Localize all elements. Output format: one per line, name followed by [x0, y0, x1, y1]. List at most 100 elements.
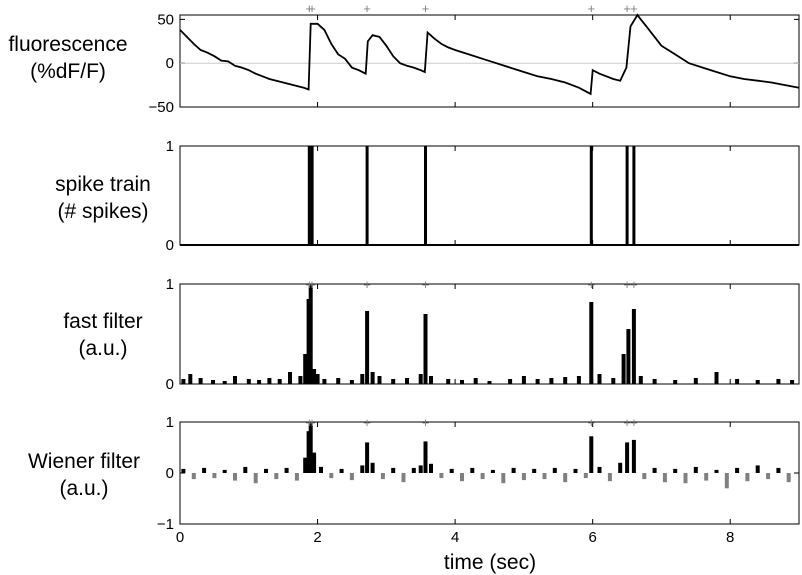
negative-bar [380, 473, 385, 480]
negative-bar [724, 473, 729, 489]
bar [473, 378, 478, 384]
bar [277, 379, 282, 384]
x-tick-label: 4 [451, 529, 459, 546]
spike-marker: + [422, 277, 430, 292]
negative-bar [460, 473, 464, 482]
bar [735, 467, 740, 473]
y-tick-label: 1 [166, 138, 174, 155]
bar [714, 372, 719, 384]
bar [511, 467, 516, 473]
bar [312, 452, 317, 473]
bar [589, 436, 594, 473]
bar [308, 422, 313, 473]
y-tick-label: 0 [166, 376, 174, 393]
bar [198, 378, 203, 384]
bar [597, 374, 602, 384]
negative-bar [642, 473, 647, 480]
y-tick-label: 0 [166, 465, 174, 482]
spike-marker: + [623, 415, 631, 430]
spike-marker: + [308, 277, 316, 292]
bar [243, 466, 248, 473]
bar [460, 380, 464, 384]
x-tick-label: 8 [726, 529, 734, 546]
spike-marker: + [422, 1, 430, 16]
spike-marker: + [363, 1, 371, 16]
bar [638, 376, 643, 384]
fluorescence-panel: 500−50++ + + + + + [149, 1, 800, 116]
axes-frame [179, 145, 800, 246]
spike-marker: + [422, 415, 430, 430]
bar [535, 379, 540, 384]
bar [449, 468, 454, 473]
bar [188, 374, 193, 384]
spike-marker: + [306, 415, 314, 430]
bar [306, 431, 311, 473]
bar [222, 381, 227, 384]
bar [776, 467, 781, 473]
bar [306, 299, 311, 384]
bar [589, 302, 594, 384]
bar [303, 354, 308, 384]
bar [673, 380, 678, 384]
negative-bar [542, 473, 547, 480]
bar [312, 369, 317, 384]
spike-marker: + [306, 1, 314, 16]
bar [298, 376, 303, 384]
bar [470, 467, 475, 473]
bar [424, 146, 427, 245]
x-axis-ticks: 0 2 4 6 8 [176, 529, 735, 546]
negative-bar [439, 473, 444, 479]
negative-bar [583, 473, 588, 479]
bar [233, 376, 237, 384]
negative-bar [683, 473, 688, 484]
panel-1-label-line-1: fluorescence [8, 33, 127, 56]
bar [288, 372, 292, 384]
axes-frame [179, 14, 800, 108]
bar [532, 468, 537, 473]
x-tick-label: 0 [176, 529, 184, 546]
bar [267, 378, 272, 384]
bar [418, 465, 423, 473]
bar [573, 468, 578, 473]
spike-marker: + [587, 1, 595, 16]
negative-bar [294, 473, 299, 481]
spike-marker: + [363, 415, 371, 430]
negative-bar [349, 473, 354, 481]
spike-marker: + [587, 277, 595, 292]
x-tick-label: 6 [588, 529, 596, 546]
y-tick-label: 0 [166, 237, 174, 254]
spike-marker: + [630, 1, 638, 16]
bar [618, 462, 623, 473]
fast-filter-panel: 10++ + + + + + [166, 276, 800, 393]
y-tick-label: −1 [157, 516, 174, 533]
bar [693, 466, 698, 473]
bar [310, 146, 314, 245]
negative-bar [501, 473, 506, 484]
bar [322, 379, 327, 384]
fluorescence-trace [179, 13, 800, 96]
spike-marker: + [630, 277, 638, 292]
y-tick-label: 1 [166, 276, 174, 293]
negative-bar [253, 473, 258, 484]
spike-marker: + [308, 1, 316, 16]
x-tick-label: 2 [313, 529, 321, 546]
bar [755, 380, 760, 384]
bar [202, 467, 207, 473]
bar [423, 314, 428, 384]
bar [625, 146, 629, 245]
bar [490, 469, 495, 473]
bar [673, 468, 678, 473]
negative-bar [191, 473, 196, 480]
spike-marker: + [587, 415, 595, 430]
bar [339, 468, 344, 473]
spike-marker: + [306, 277, 314, 292]
bar [776, 379, 781, 384]
bar [693, 378, 698, 384]
panel-2-label-line-1: spike train [55, 173, 151, 196]
bar [626, 329, 631, 384]
panel-4-label-line-2: (a.u.) [59, 477, 108, 500]
spike-marker: + [308, 415, 316, 430]
bar [714, 469, 719, 473]
bar [336, 378, 341, 384]
